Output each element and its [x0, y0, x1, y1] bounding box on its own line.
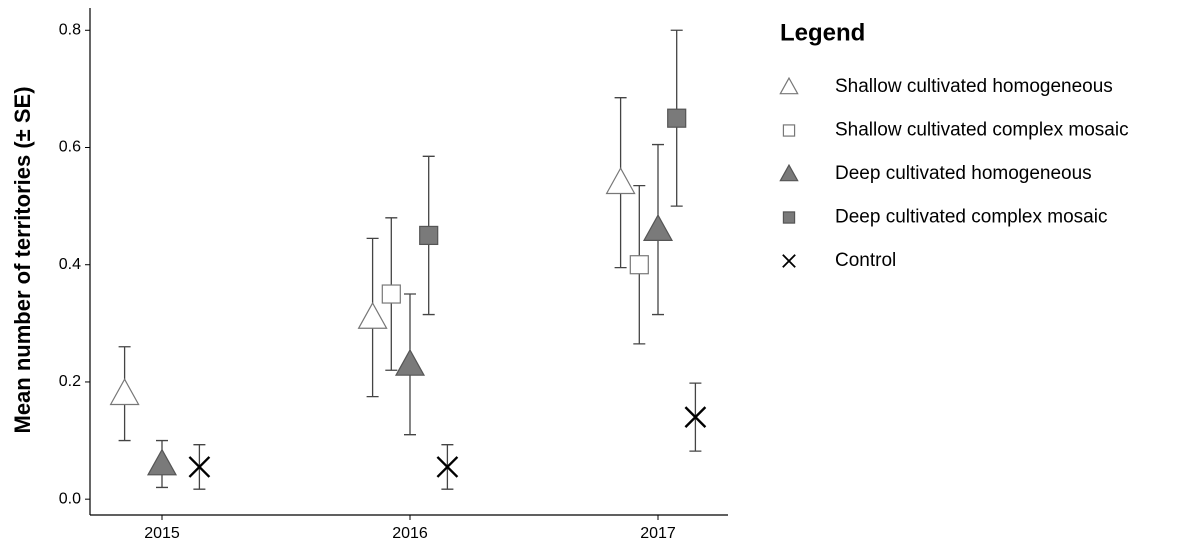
legend-label: Control — [835, 250, 896, 271]
legend-marker — [782, 124, 796, 137]
marker — [381, 284, 401, 304]
y-tick-label: 0.2 — [59, 373, 81, 390]
y-tick-label: 0.4 — [59, 256, 81, 273]
marker — [188, 456, 211, 478]
y-tick-label: 0.0 — [59, 490, 81, 507]
x-tick-label: 2016 — [392, 525, 428, 542]
marker — [667, 108, 687, 128]
marker — [146, 448, 178, 476]
y-axis-label: Mean number of territories (± SE) — [10, 86, 35, 433]
marker — [629, 255, 649, 275]
legend-label: Deep cultivated homogeneous — [835, 163, 1092, 184]
marker — [394, 348, 426, 376]
legend-marker — [779, 76, 799, 95]
marker — [642, 213, 674, 241]
x-tick-label: 2017 — [640, 525, 676, 542]
y-tick-label: 0.8 — [59, 21, 81, 38]
legend-title: Legend — [780, 19, 865, 46]
legend-label: Shallow cultivated complex mosaic — [835, 120, 1129, 141]
legend-marker — [782, 254, 796, 268]
legend-marker — [779, 163, 799, 182]
legend-label: Shallow cultivated homogeneous — [835, 76, 1113, 97]
x-tick-label: 2015 — [144, 525, 180, 542]
marker — [605, 167, 636, 195]
legend-marker — [782, 211, 796, 224]
y-tick-label: 0.6 — [59, 139, 81, 156]
marker — [109, 378, 140, 406]
marker — [684, 406, 707, 428]
marker — [419, 225, 439, 246]
marker — [357, 301, 388, 329]
legend-label: Deep cultivated complex mosaic — [835, 207, 1107, 228]
marker — [436, 456, 459, 478]
